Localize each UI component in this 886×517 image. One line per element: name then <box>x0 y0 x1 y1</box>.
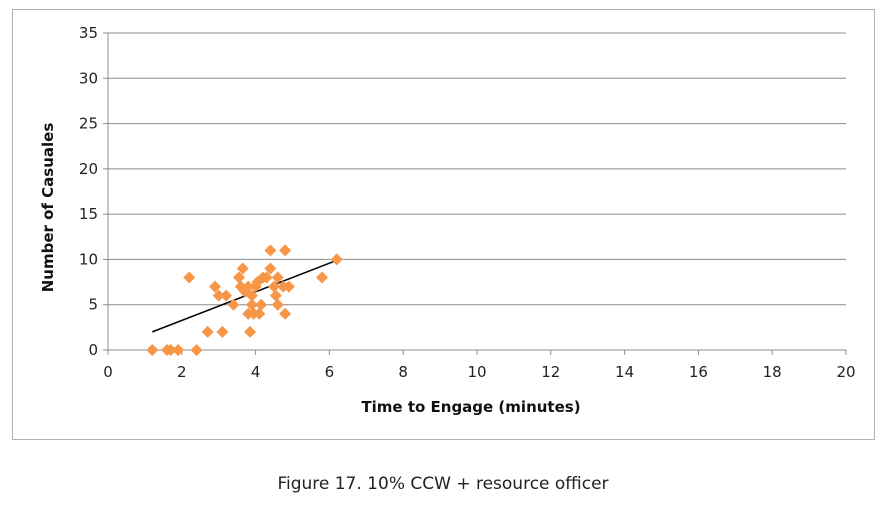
y-tick-label-10: 10 <box>79 250 98 268</box>
data-point-32 <box>271 271 284 284</box>
data-point-9 <box>216 325 229 338</box>
data-point-36 <box>279 244 292 257</box>
data-point-33 <box>271 298 284 311</box>
x-tick-label-6: 6 <box>325 363 335 381</box>
x-tick-label-0: 0 <box>103 363 113 381</box>
chart-frame: 0 5 10 15 20 25 30 35 0 2 4 6 8 10 12 14 16 18 20 Time to E… <box>12 9 875 440</box>
y-tick-label-5: 5 <box>88 296 98 314</box>
data-point-28 <box>264 262 277 275</box>
x-axis-title: Time to Engage (minutes) <box>361 398 580 416</box>
data-point-37 <box>282 280 295 293</box>
data-point-7 <box>209 280 222 293</box>
x-tick-label-12: 12 <box>541 363 560 381</box>
data-point-29 <box>264 244 277 257</box>
data-point-38 <box>316 271 329 284</box>
y-tick-label-20: 20 <box>79 160 98 178</box>
data-point-31 <box>269 289 282 302</box>
data-point-12 <box>232 271 245 284</box>
y-tick-label-15: 15 <box>79 205 98 223</box>
x-tick-label-16: 16 <box>689 363 708 381</box>
y-tick-label-30: 30 <box>79 69 98 87</box>
data-point-39 <box>330 253 343 266</box>
data-point-4 <box>190 344 203 356</box>
x-tick-label-18: 18 <box>763 363 782 381</box>
figure-caption: Figure 17. 10% CCW + resource officer <box>277 474 609 494</box>
x-tick-label-14: 14 <box>615 363 634 381</box>
data-point-35 <box>279 307 292 320</box>
data-point-5 <box>183 271 196 284</box>
x-tick-label-8: 8 <box>398 363 408 381</box>
y-axis-title: Number of Casuales <box>39 123 57 293</box>
data-point-18 <box>244 325 257 338</box>
data-point-20 <box>245 289 258 302</box>
y-tick-label-25: 25 <box>79 115 98 133</box>
data-point-8 <box>212 289 225 302</box>
data-point-3 <box>172 344 185 356</box>
data-point-6 <box>201 325 214 338</box>
data-point-0 <box>146 344 159 356</box>
data-point-2 <box>164 344 177 356</box>
x-tick-label-20: 20 <box>836 363 855 381</box>
data-point-30 <box>268 280 281 293</box>
data-point-14 <box>236 262 249 275</box>
data-point-17 <box>242 280 255 293</box>
x-tick-label-2: 2 <box>177 363 187 381</box>
y-tick-label-0: 0 <box>88 341 98 359</box>
x-tick-label-4: 4 <box>251 363 261 381</box>
data-point-27 <box>260 271 273 284</box>
data-point-25 <box>255 298 268 311</box>
data-point-10 <box>220 289 233 302</box>
x-tick-label-10: 10 <box>467 363 486 381</box>
scatter-plot: 0 5 10 15 20 25 30 35 0 2 4 6 8 10 12 14 16 18 20 Time to E… <box>39 24 856 416</box>
data-point-19 <box>245 298 258 311</box>
data-point-11 <box>227 298 240 311</box>
y-tick-label-35: 35 <box>79 24 98 42</box>
